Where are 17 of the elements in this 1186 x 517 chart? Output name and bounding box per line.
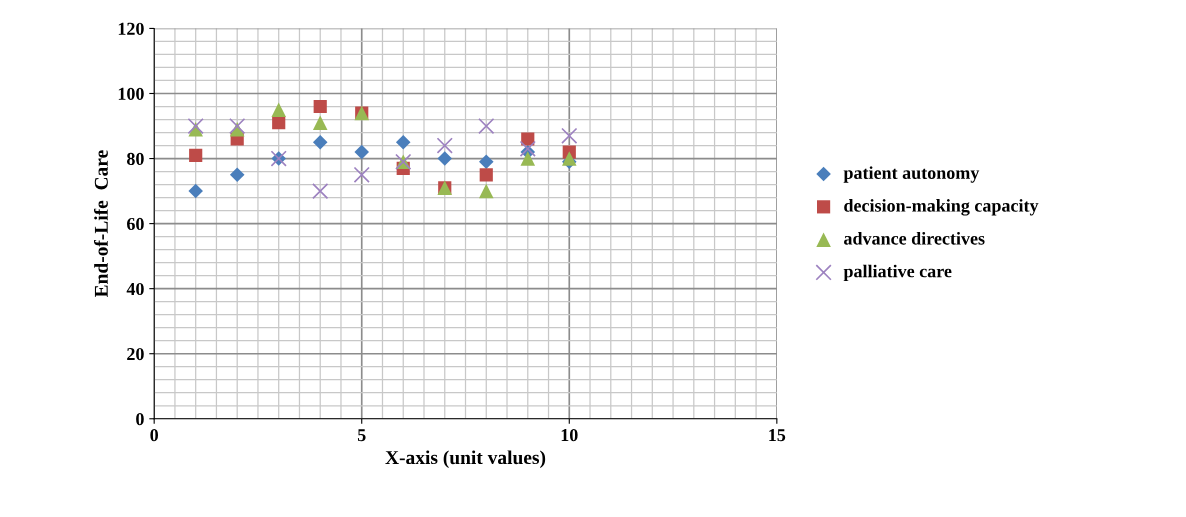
y-tick-label: 120 bbox=[118, 22, 144, 35]
x-tick-label: 0 bbox=[150, 429, 159, 442]
x-tick-label: 15 bbox=[769, 429, 786, 442]
legend-label: advance directives bbox=[844, 231, 985, 245]
y-tick-label: 80 bbox=[127, 152, 144, 165]
legend-label: decision-making capacity bbox=[844, 199, 1039, 216]
y-axis-title: End-of-Life Care bbox=[93, 150, 108, 298]
y-tick-label: 100 bbox=[118, 87, 144, 100]
x-tick-label: 5 bbox=[357, 429, 366, 442]
x-tick-label: 10 bbox=[561, 429, 578, 442]
y-tick-label: 60 bbox=[127, 217, 144, 231]
x-axis-title: X-axis (unit values) bbox=[385, 450, 546, 469]
y-tick-label: 40 bbox=[126, 282, 144, 296]
y-tick-label: 20 bbox=[127, 347, 144, 361]
legend-label: patient autonomy bbox=[843, 166, 980, 183]
y-tick-label: 0 bbox=[136, 413, 144, 426]
legend-label: palliative care bbox=[843, 264, 952, 282]
